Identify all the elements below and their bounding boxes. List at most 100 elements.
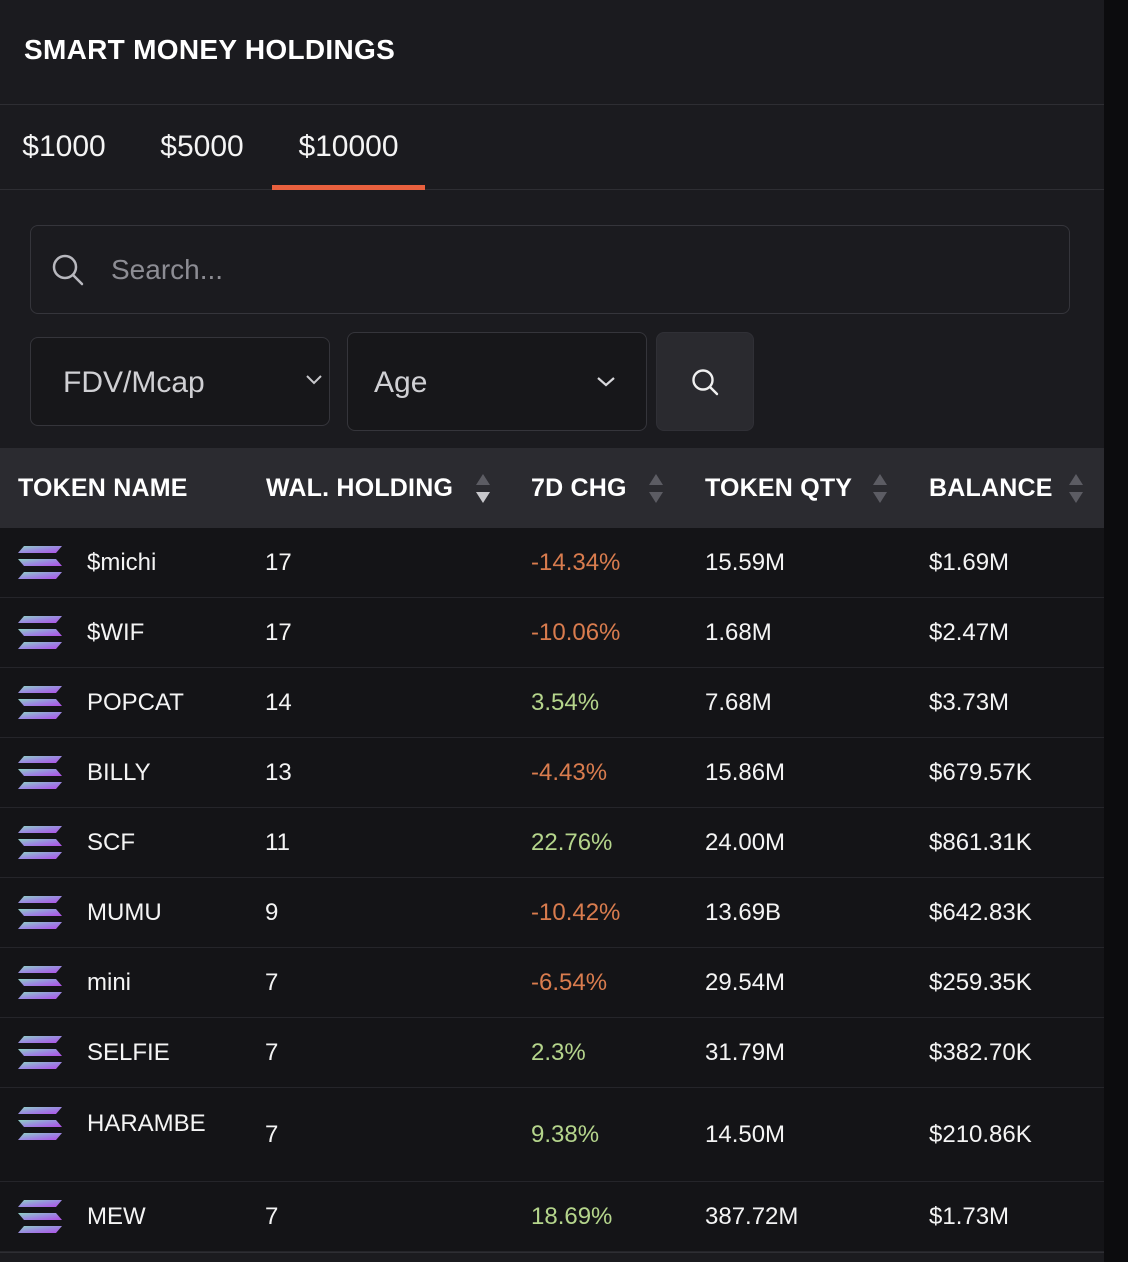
- token-logo-icon: [16, 824, 64, 869]
- balance: $382.70K: [929, 1039, 1032, 1066]
- table-row[interactable]: MUMU 9 -10.42% 13.69B $642.83K: [0, 878, 1104, 948]
- token-logo-icon: [16, 544, 64, 589]
- sort-icon[interactable]: [647, 472, 665, 506]
- search-box[interactable]: [30, 225, 1070, 314]
- balance: $861.31K: [929, 829, 1032, 856]
- balance: $679.57K: [929, 759, 1032, 786]
- token-quantity: 24.00M: [705, 829, 786, 856]
- wallet-holding: 9: [265, 899, 279, 926]
- token-name[interactable]: mini: [87, 969, 132, 996]
- amount-tabs: $1000 $5000 $10000: [0, 105, 1104, 190]
- chevron-down-icon: [306, 375, 322, 385]
- token-logo-icon: [16, 754, 64, 799]
- chevron-down-icon: [597, 377, 615, 387]
- wallet-holding: 7: [265, 969, 279, 996]
- table-row[interactable]: HARAMBE 7 9.38% 14.50M $210.86K: [0, 1088, 1104, 1182]
- token-quantity: 1.68M: [705, 619, 772, 646]
- table-row[interactable]: $michi 17 -14.34% 15.59M $1.69M: [0, 528, 1104, 598]
- balance: $210.86K: [929, 1121, 1032, 1148]
- token-logo-icon: [16, 1198, 64, 1243]
- table-row[interactable]: mini 7 -6.54% 29.54M $259.35K: [0, 948, 1104, 1018]
- token-name[interactable]: MUMU: [87, 899, 162, 926]
- sort-icon[interactable]: [1067, 472, 1085, 506]
- token-name[interactable]: SCF: [87, 829, 135, 856]
- page-title: SMART MONEY HOLDINGS: [24, 34, 396, 65]
- search-icon: [692, 369, 719, 396]
- search-input[interactable]: [111, 226, 1011, 313]
- wallet-holding: 17: [265, 619, 292, 646]
- wallet-holding: 7: [265, 1039, 279, 1066]
- col-token-qty[interactable]: TOKEN QTY: [705, 473, 853, 502]
- sort-icon[interactable]: [871, 472, 889, 506]
- wallet-holding: 17: [265, 549, 292, 576]
- col-7d-chg[interactable]: 7D CHG: [531, 473, 627, 502]
- token-name[interactable]: SELFIE: [87, 1039, 170, 1066]
- balance: $642.83K: [929, 899, 1032, 926]
- token-logo-icon: [16, 614, 64, 659]
- table-row[interactable]: SELFIE 7 2.3% 31.79M $382.70K: [0, 1018, 1104, 1088]
- seven-day-change: -4.43%: [531, 759, 608, 786]
- balance: $1.69M: [929, 549, 1010, 576]
- token-name[interactable]: MEW: [87, 1203, 146, 1230]
- panel-header: SMART MONEY HOLDINGS: [0, 0, 1104, 105]
- age-label: Age: [374, 366, 428, 399]
- token-name[interactable]: POPCAT: [87, 689, 184, 716]
- token-name[interactable]: BILLY: [87, 759, 151, 786]
- balance: $3.73M: [929, 689, 1010, 716]
- token-quantity: 387.72M: [705, 1203, 799, 1230]
- token-quantity: 15.59M: [705, 549, 786, 576]
- search-icon: [52, 254, 84, 286]
- wallet-holding: 7: [265, 1203, 279, 1230]
- token-quantity: 14.50M: [705, 1121, 786, 1148]
- wallet-holding: 11: [265, 829, 290, 856]
- token-quantity: 13.69B: [705, 899, 782, 926]
- table-row[interactable]: $WIF 17 -10.06% 1.68M $2.47M: [0, 598, 1104, 668]
- seven-day-change: 3.54%: [531, 689, 600, 716]
- col-balance[interactable]: BALANCE: [929, 473, 1053, 502]
- seven-day-change: 2.3%: [531, 1039, 586, 1066]
- seven-day-change: -6.54%: [531, 969, 608, 996]
- tab-10000[interactable]: $10000: [272, 105, 425, 190]
- token-logo-icon: [16, 684, 64, 729]
- divider: [0, 1252, 1104, 1253]
- token-name[interactable]: HARAMBE: [87, 1110, 206, 1137]
- seven-day-change: 18.69%: [531, 1203, 613, 1230]
- token-name[interactable]: $WIF: [87, 619, 145, 646]
- balance: $2.47M: [929, 619, 1010, 646]
- col-wal-holding[interactable]: WAL. HOLDING: [266, 473, 454, 502]
- seven-day-change: 22.76%: [531, 829, 613, 856]
- table-row[interactable]: BILLY 13 -4.43% 15.86M $679.57K: [0, 738, 1104, 808]
- sort-desc-icon[interactable]: [474, 472, 492, 506]
- col-token-name[interactable]: TOKEN NAME: [18, 473, 188, 502]
- tab-1000[interactable]: $1000: [22, 130, 106, 163]
- table-row[interactable]: SCF 11 22.76% 24.00M $861.31K: [0, 808, 1104, 878]
- balance: $259.35K: [929, 969, 1032, 996]
- table-header: TOKEN NAME WAL. HOLDING 7D CHG TOKEN QTY…: [0, 448, 1104, 528]
- age-select[interactable]: Age: [347, 332, 647, 431]
- wallet-holding: 7: [265, 1121, 279, 1148]
- fdv-mcap-label: FDV/Mcap: [63, 366, 205, 399]
- fdv-mcap-select[interactable]: FDV/Mcap: [30, 337, 330, 426]
- token-quantity: 29.54M: [705, 969, 786, 996]
- balance: $1.73M: [929, 1203, 1010, 1230]
- token-quantity: 7.68M: [705, 689, 772, 716]
- wallet-holding: 14: [265, 689, 292, 716]
- seven-day-change: -10.06%: [531, 619, 621, 646]
- seven-day-change: -14.34%: [531, 549, 621, 576]
- token-logo-icon: [16, 1034, 64, 1079]
- token-name[interactable]: $michi: [87, 549, 157, 576]
- token-logo-icon: [16, 894, 64, 939]
- token-logo-icon: [16, 964, 64, 1009]
- wallet-holding: 13: [265, 759, 292, 786]
- token-quantity: 15.86M: [705, 759, 786, 786]
- smart-money-panel: SMART MONEY HOLDINGS $1000 $5000 $10000 …: [0, 0, 1104, 1253]
- token-quantity: 31.79M: [705, 1039, 786, 1066]
- tab-5000[interactable]: $5000: [160, 130, 244, 163]
- table-row[interactable]: MEW 7 18.69% 387.72M $1.73M: [0, 1182, 1104, 1252]
- table-row[interactable]: POPCAT 14 3.54% 7.68M $3.73M: [0, 668, 1104, 738]
- search-button[interactable]: [656, 332, 754, 431]
- token-logo-icon: [16, 1105, 64, 1150]
- scroll-edge: [1104, 0, 1128, 1262]
- seven-day-change: 9.38%: [531, 1121, 600, 1148]
- seven-day-change: -10.42%: [531, 899, 621, 926]
